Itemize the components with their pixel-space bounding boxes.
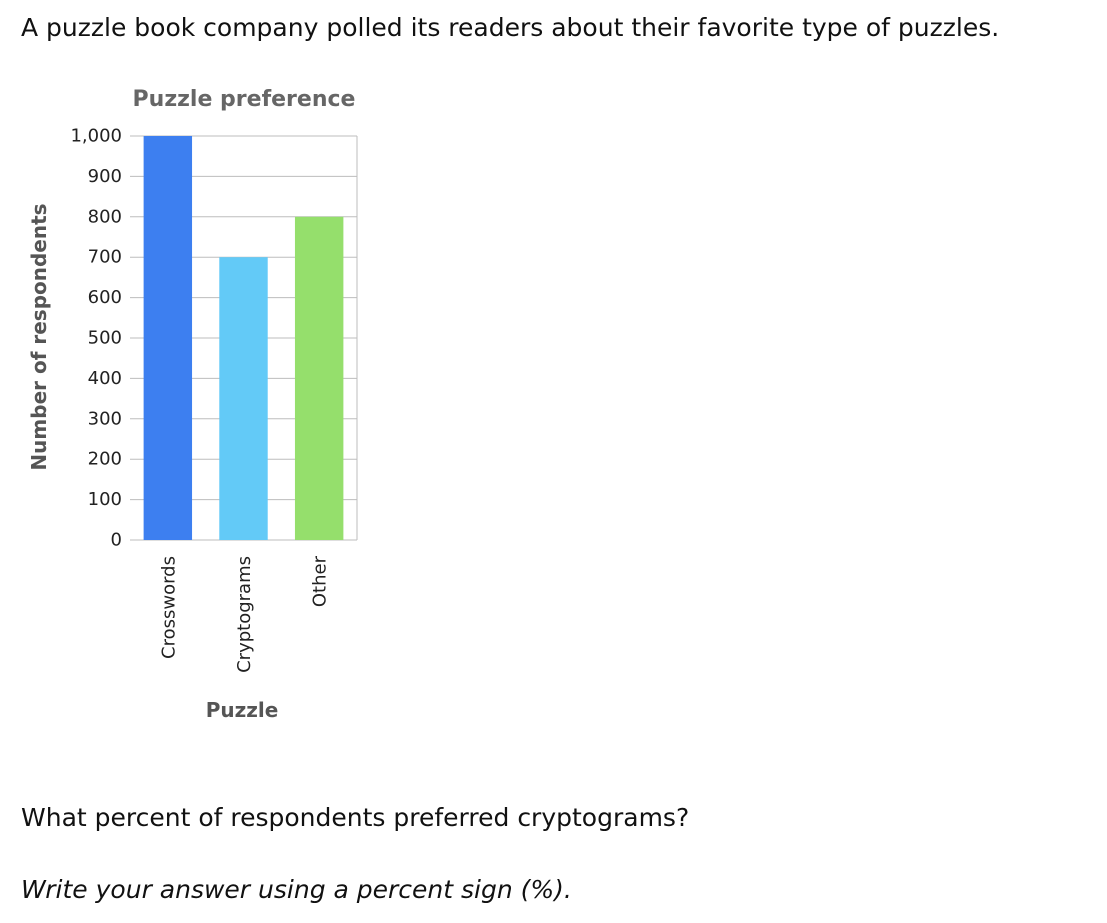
category-labels: Crosswords Cryptograms Other <box>158 555 330 672</box>
y-tick-label: 0 <box>111 530 122 551</box>
y-tick-label: 700 <box>88 247 122 268</box>
category-label: Cryptograms <box>234 556 255 673</box>
bar <box>219 257 268 540</box>
intro-text: A puzzle book company polled its readers… <box>21 13 1000 42</box>
bar <box>143 136 193 540</box>
puzzle-preference-chart: Puzzle preference 0 100 200 300 400 500 600 700… <box>27 87 358 722</box>
y-tick-label: 900 <box>88 166 122 187</box>
y-tick-label: 400 <box>88 368 122 389</box>
y-tick-label: 300 <box>88 408 122 429</box>
bars-layer <box>143 136 344 541</box>
y-tick-label: 500 <box>88 328 122 349</box>
x-axis-label: Puzzle <box>206 698 279 722</box>
y-tick-label: 1,000 <box>70 126 122 147</box>
y-tick-label: 800 <box>88 206 122 227</box>
y-tick-labels: 0 100 200 300 400 500 600 700 800 900 1,000 <box>70 126 122 551</box>
instruction-text: Write your answer using a percent sign (… <box>21 875 572 904</box>
y-axis-label: Number of respondents <box>27 203 51 470</box>
bar <box>294 216 344 541</box>
y-tick-label: 100 <box>88 489 122 510</box>
chart-title: Puzzle preference <box>133 87 356 112</box>
category-label: Crosswords <box>158 556 179 659</box>
question-text: What percent of respondents preferred cr… <box>21 803 690 832</box>
category-label: Other <box>310 555 331 607</box>
y-tick-label: 600 <box>88 287 122 308</box>
y-tick-label: 200 <box>88 449 122 470</box>
